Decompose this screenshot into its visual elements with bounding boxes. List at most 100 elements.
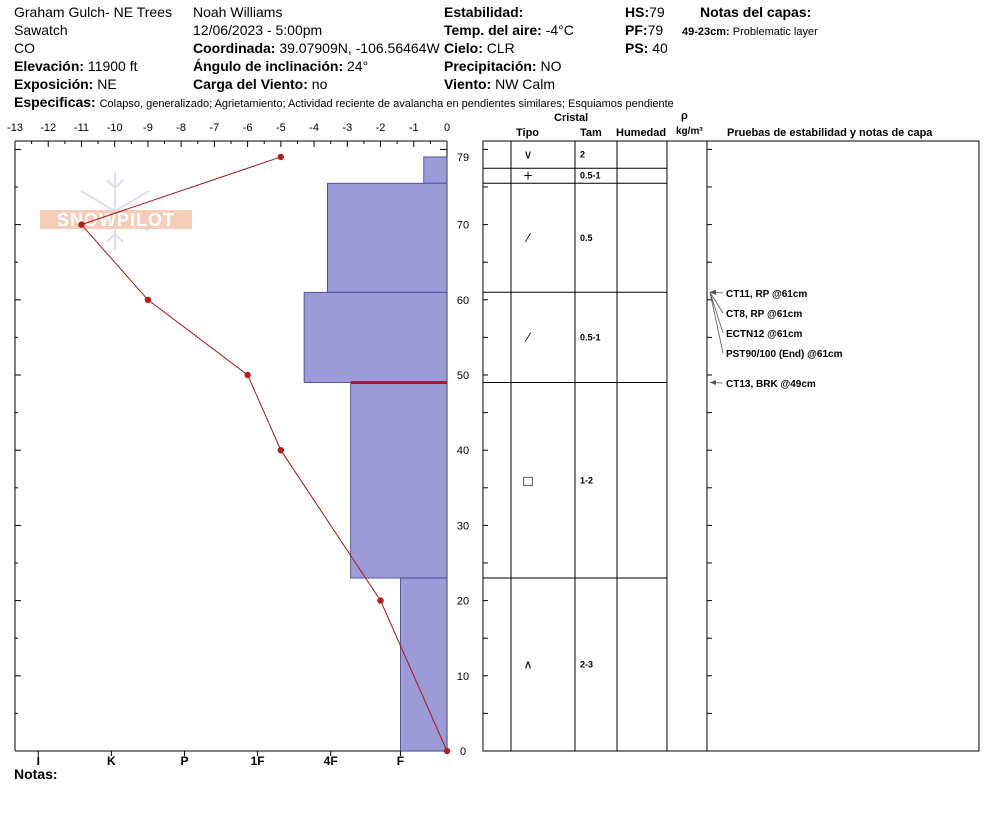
grain-type-symbol: ⁄: [524, 231, 532, 245]
stability-test-arrow: [710, 380, 716, 386]
layer-notes-label: Notas del capas:: [700, 4, 812, 20]
stability-test-label: CT11, RP @61cm: [726, 289, 807, 300]
grain-type-symbol: □: [522, 473, 533, 487]
slope: Ángulo de inclinación: 24°: [193, 58, 368, 75]
air-temp-value: -4°C: [545, 22, 574, 38]
sky-label: Cielo:: [444, 40, 483, 56]
temp-tick-label: -13: [7, 122, 23, 134]
pf-label: PF:: [625, 22, 648, 38]
ps: PS: 40: [625, 40, 668, 57]
hardness-label: 1F: [251, 754, 265, 768]
temp-tick-label: -5: [276, 122, 286, 134]
grain-size: 2-3: [580, 660, 593, 670]
stability-test-label: PST90/100 (End) @61cm: [726, 349, 843, 360]
type-header: Tipo: [516, 127, 540, 139]
coord-value: 39.07909N, -106.56464W: [279, 40, 440, 56]
crystal-header: Cristal: [554, 112, 589, 124]
hs: HS:79: [625, 4, 665, 21]
temp-tick-label: -11: [74, 122, 89, 134]
depth-label: 40: [457, 445, 469, 457]
temperature-point: [78, 221, 85, 228]
coord-label: Coordinada:: [193, 40, 276, 56]
hardness-label: 4F: [324, 754, 338, 768]
depth-label: 50: [457, 370, 469, 382]
stability-test-label: CT13, BRK @49cm: [726, 379, 816, 390]
hardness-layer-3: [350, 382, 448, 579]
temp-tick-label: -4: [309, 122, 319, 134]
slope-value: 24°: [347, 58, 369, 74]
elevation: Elevación: 11900 ft: [14, 58, 137, 75]
ps-value: 40: [652, 40, 668, 56]
stability-test-leader: [709, 292, 724, 354]
stability-label: Estabilidad:: [444, 4, 524, 20]
wind-label: Viento:: [444, 76, 492, 92]
precip-label: Precipitación:: [444, 58, 537, 74]
air-temp-label: Temp. del aire:: [444, 22, 542, 38]
sky-value: CLR: [486, 40, 515, 56]
grain-type-symbol: ∧: [524, 658, 533, 672]
specifics-value: Colapso, generalizado; Agrietamiento; Ac…: [99, 98, 674, 110]
ps-label: PS:: [625, 40, 649, 56]
wind-load-label: Carga del Viento:: [193, 76, 308, 92]
grain-type-symbol: ⁄: [524, 330, 532, 344]
temp-tick-label: -8: [176, 122, 186, 134]
stability: Estabilidad:: [444, 4, 523, 21]
precipitation: Precipitación: NO: [444, 58, 561, 75]
temp-tick-label: -3: [342, 122, 352, 134]
hardness-layer-4: [400, 577, 448, 752]
temperature-point: [277, 153, 285, 161]
grain-size: 1-2: [580, 475, 593, 485]
location-name: Graham Gulch- NE Trees: [14, 4, 172, 20]
sky: Cielo: CLR: [444, 40, 515, 57]
notes-label: Notas:: [14, 766, 58, 782]
aspect-label: Exposición:: [14, 76, 94, 92]
layer-table-frame: [482, 140, 980, 752]
wind: Viento: NW Calm: [444, 76, 555, 93]
observer-name: Noah Williams: [193, 4, 283, 20]
temperature-point: [443, 747, 451, 755]
temperature-point: [277, 447, 285, 454]
specifics: Especificas: Colapso, generalizado; Agri…: [14, 94, 674, 113]
stability-test-arrow: [710, 289, 716, 295]
elevation-label: Elevación:: [14, 58, 85, 74]
depth-label: 10: [457, 671, 469, 683]
size-header: Tam: [580, 127, 602, 139]
depth-label: 30: [457, 520, 469, 532]
hardness-layer-0: [423, 156, 448, 184]
pf-value: 79: [647, 22, 664, 38]
depth-label: 60: [457, 295, 469, 307]
grain-size: 0.5-1: [580, 332, 601, 342]
hardness-layer-1: [326, 182, 448, 293]
wind-value: NW Calm: [495, 76, 555, 92]
snowpilot-logo-text: SNOWPILOT: [57, 210, 175, 230]
temp-tick-label: -7: [209, 122, 219, 134]
temp-tick-label: 0: [444, 122, 450, 134]
depth-label: 79: [457, 152, 469, 164]
precip-value: NO: [540, 58, 562, 74]
elevation-value: 11900 ft: [87, 58, 138, 74]
hardness-layer-2: [303, 291, 448, 383]
aspect-value: NE: [97, 76, 117, 92]
stability-test-label: ECTN12 @61cm: [726, 329, 803, 340]
temp-tick-label: -12: [40, 122, 56, 134]
temp-tick-label: -10: [107, 122, 123, 134]
coordinates: Coordinada: 39.07909N, -106.56464W: [193, 40, 440, 57]
stability-test-leader: [709, 292, 724, 334]
hs-value: 79: [649, 4, 665, 20]
air-temp: Temp. del aire: -4°C: [444, 22, 574, 39]
density-unit-header: kg/m³: [676, 126, 703, 137]
grain-type-symbol: ∨: [524, 148, 533, 162]
tests-header: Pruebas de estabilidad y notas de capa: [727, 127, 933, 139]
temp-tick-label: -9: [143, 122, 153, 134]
stability-test-label: CT8, RP @61cm: [726, 309, 802, 320]
aspect: Exposición: NE: [14, 76, 117, 93]
grain-size: 0.5-1: [580, 171, 601, 181]
state-name: CO: [14, 40, 35, 56]
temperature-point: [244, 371, 251, 379]
depth-label: 20: [457, 596, 469, 608]
grain-size: 2: [580, 150, 585, 160]
depth-label: 70: [457, 220, 469, 232]
wind-load: Carga del Viento: no: [193, 76, 327, 93]
hardness-label: F: [397, 754, 404, 768]
